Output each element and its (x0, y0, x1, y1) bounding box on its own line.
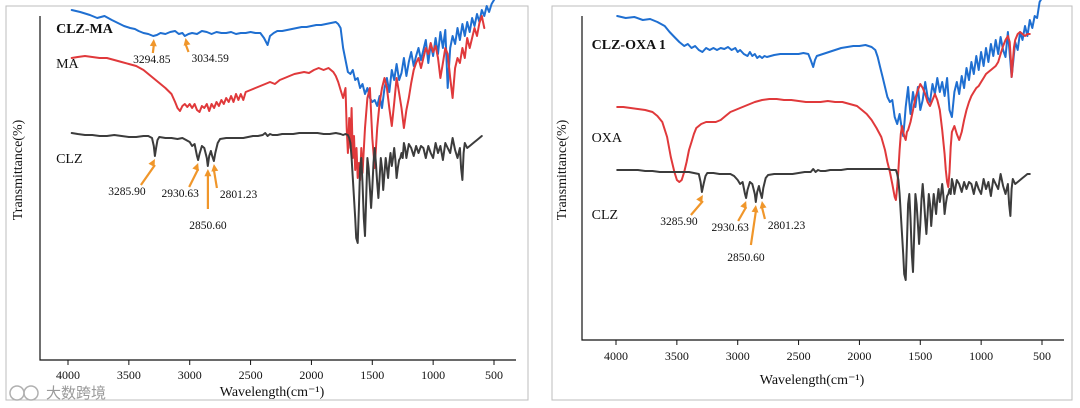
peak-arrowhead-icon (751, 205, 759, 213)
plot-area-right: CLZ-OXA 1 OXA CLZ 3285.90 2930.63 2850.60 2801… (592, 0, 1042, 281)
panel-right-border (551, 5, 1073, 401)
peak-label: 2930.63 (711, 222, 749, 234)
plot-area-left: CLZ-MA MA CLZ 3294.85 3034.59 3285.90 2930.63 2… (56, 0, 496, 244)
peak-arrowhead-icon (192, 163, 199, 171)
x-tick-label: 4000 (56, 368, 80, 382)
series-line-clz-ma (70, 0, 496, 109)
x-tick-label: 1000 (421, 368, 445, 382)
x-ticks-right: 4000 3500 3000 2500 2000 1500 1000 500 (604, 340, 1051, 363)
peak-arrowhead-icon (759, 201, 767, 209)
peak-arrowhead-icon (183, 38, 191, 46)
series-line-oxa (616, 31, 1031, 201)
watermark-logo-icon-2 (23, 385, 39, 401)
axis-frame-right (581, 16, 1064, 341)
x-tick-label: 500 (1033, 349, 1051, 363)
peak-label: 2930.63 (161, 188, 199, 200)
peak-label: 2801.23 (220, 189, 258, 201)
x-tick-label: 3000 (726, 349, 750, 363)
x-tick-label: 2500 (239, 368, 263, 382)
series-line-ma (70, 15, 486, 181)
peak-arrowhead-icon (149, 39, 157, 47)
peak-arrow-icon (760, 206, 766, 220)
x-tick-label: 1500 (908, 349, 932, 363)
peak-annotation: 2850.60 (727, 205, 765, 264)
x-ticks-left: 4000 3500 3000 2500 2000 1500 1000 500 (56, 360, 503, 382)
panel-right: Transmittance(%) Wavelength(cm⁻¹) 4000 35… (551, 0, 1073, 401)
peak-annotation: 2930.63 (711, 201, 749, 234)
xlabel-right: Wavelength(cm⁻¹) (760, 373, 865, 388)
peak-label: 2850.60 (727, 252, 765, 264)
watermark-text: 大数跨境 (46, 384, 106, 402)
ylabel-right: Transmittance(%) (555, 119, 570, 220)
series-label: OXA (592, 131, 623, 146)
xlabel-left: Wavelength(cm⁻¹) (220, 385, 325, 400)
watermark: 大数跨境 (9, 384, 106, 402)
series-label: MA (56, 57, 79, 72)
series-line-clz (616, 168, 1031, 281)
x-tick-label: 1500 (360, 368, 384, 382)
peak-arrow-icon (188, 168, 200, 188)
series-label: CLZ-OXA 1 (592, 38, 666, 53)
peak-arrowhead-icon (204, 169, 212, 177)
series-label: CLZ-MA (56, 22, 114, 37)
peak-label: 3285.90 (108, 186, 146, 198)
peak-arrow-icon (151, 44, 155, 54)
watermark-logo-icon (9, 385, 25, 401)
x-tick-label: 1000 (969, 349, 993, 363)
series-label: CLZ (592, 208, 618, 223)
peak-arrow-icon (737, 206, 748, 222)
x-tick-label: 3500 (117, 368, 141, 382)
peak-arrow-icon (749, 210, 757, 246)
peak-annotation: 2801.23 (211, 164, 258, 201)
peak-arrow-icon (690, 200, 704, 216)
x-tick-label: 2000 (847, 349, 871, 363)
peak-arrow-icon (184, 43, 190, 53)
peak-annotation: 3294.85 (133, 39, 171, 66)
peak-label: 2850.60 (189, 220, 227, 232)
peak-annotation: 2850.60 (189, 169, 227, 232)
peak-label: 3034.59 (192, 53, 230, 65)
x-tick-label: 3500 (665, 349, 689, 363)
series-line-clz (70, 132, 483, 244)
peak-annotation: 3285.90 (108, 159, 156, 198)
peak-arrow-icon (140, 164, 156, 186)
peak-arrowhead-icon (211, 164, 219, 172)
peak-annotation: 2801.23 (759, 201, 806, 232)
peak-label: 2801.23 (768, 220, 806, 232)
peak-arrowhead-icon (696, 195, 703, 203)
peak-label: 3294.85 (133, 54, 171, 66)
peak-label: 3285.90 (660, 216, 698, 228)
peak-arrow-icon (212, 169, 218, 189)
ylabel-left: Transmittance(%) (11, 119, 26, 220)
peak-arrowhead-icon (740, 201, 747, 209)
peak-annotation: 3285.90 (660, 195, 704, 228)
x-tick-label: 3000 (178, 368, 202, 382)
peak-annotation: 3034.59 (183, 38, 230, 65)
series-label: CLZ (56, 152, 82, 167)
x-tick-label: 500 (485, 368, 503, 382)
x-tick-label: 2500 (787, 349, 811, 363)
x-tick-label: 2000 (299, 368, 323, 382)
x-tick-label: 4000 (604, 349, 628, 363)
panel-left-border (5, 5, 529, 401)
panel-left: Transmittance(%) Wavelength(cm⁻¹) 4000 35… (5, 0, 529, 401)
peak-arrowhead-icon (148, 159, 155, 167)
peak-annotation: 2930.63 (161, 163, 200, 200)
series-line-clz-oxa-1 (616, 0, 1042, 137)
axis-frame-left (39, 16, 516, 361)
